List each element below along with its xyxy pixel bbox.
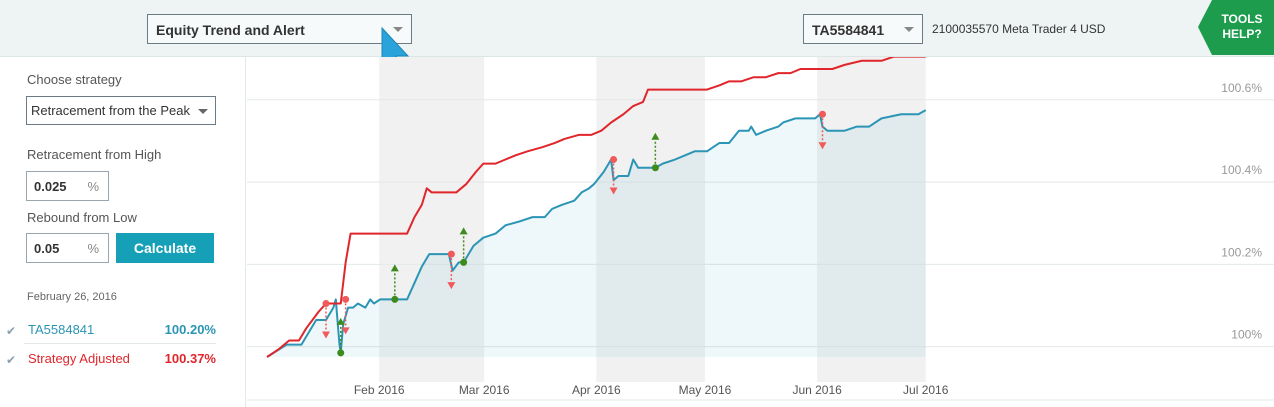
alert-dot — [610, 156, 618, 164]
strategy-select-value: Retracement from the Peak — [31, 103, 190, 118]
x-tick-label: Feb 2016 — [354, 383, 405, 397]
x-tick-label: Jul 2016 — [903, 383, 949, 397]
percent-label: % — [87, 179, 99, 194]
rebound-label: Rebound from Low — [27, 210, 137, 225]
down-arrow-icon — [818, 142, 827, 150]
alert-dot — [391, 295, 399, 303]
rebound-value: 0.05 — [34, 241, 60, 256]
y-tick-label: 100.2% — [1221, 245, 1262, 259]
alert-dot — [818, 110, 826, 118]
check-icon: ✔ — [6, 324, 17, 338]
view-select[interactable]: Equity Trend and Alert — [147, 14, 412, 44]
chevron-down-icon — [904, 27, 914, 32]
retracement-input[interactable]: 0.025 % — [26, 171, 109, 201]
series-line — [266, 109, 927, 358]
check-icon: ✔ — [6, 353, 17, 367]
y-tick-label: 100.6% — [1221, 81, 1262, 95]
month-band — [817, 57, 926, 382]
series-area — [267, 110, 926, 357]
choose-strategy-label: Choose strategy — [27, 72, 122, 87]
percent-label: % — [87, 241, 99, 256]
alert-dot — [342, 295, 350, 303]
retracement-label: Retracement from High — [27, 147, 162, 162]
alert-dot — [460, 258, 468, 266]
down-arrow-icon — [341, 327, 350, 335]
alert-markers — [321, 110, 827, 357]
y-tick-label: 100.4% — [1221, 163, 1262, 177]
x-tick-label: Jun 2016 — [792, 383, 842, 397]
alert-dot — [322, 300, 330, 308]
month-bands — [379, 57, 926, 382]
legend-value: 100.20% — [164, 322, 216, 337]
down-arrow-icon — [321, 331, 330, 339]
legend-date: February 26, 2016 — [27, 291, 117, 303]
series-lines — [266, 57, 927, 358]
equity-chart[interactable]: 100% 100.2% 100.4% 100.6% Feb 2016 Mar 2016 A… — [247, 57, 1274, 407]
strategy-select[interactable]: Retracement from the Peak — [26, 96, 216, 125]
chevron-down-icon — [393, 27, 403, 32]
x-tick-label: May 2016 — [679, 383, 732, 397]
up-arrow-icon — [336, 317, 345, 325]
help-label: HELP? — [1222, 27, 1262, 41]
alert-dot — [337, 349, 345, 357]
sidebar — [0, 57, 246, 407]
down-arrow-icon — [609, 187, 618, 195]
up-arrow-icon — [459, 227, 468, 235]
legend-row-strategy[interactable]: ✔ Strategy Adjusted 100.37% — [6, 351, 218, 379]
x-axis-labels: Feb 2016 Mar 2016 Apr 2016 May 2016 Jun 2016… — [354, 383, 949, 397]
alert-dot — [447, 250, 455, 258]
down-arrow-icon — [447, 282, 456, 290]
legend-name: Strategy Adjusted — [28, 351, 130, 366]
tools-label: TOOLS — [1221, 12, 1263, 26]
x-tick-label: Apr 2016 — [572, 383, 621, 397]
top-bar: Equity Trend and Alert TA5584841 2100035… — [0, 0, 1274, 70]
account-select-value: TA5584841 — [812, 22, 885, 38]
tools-help-button[interactable]: TOOLS HELP? — [1198, 0, 1274, 55]
grid-lines — [247, 99, 1274, 401]
chevron-down-icon — [198, 109, 208, 114]
legend-name: TA5584841 — [28, 322, 95, 337]
y-tick-label: 100% — [1231, 328, 1262, 342]
x-tick-label: Mar 2016 — [459, 383, 510, 397]
legend-row-account[interactable]: ✔ TA5584841 100.20% — [6, 322, 218, 350]
series-line — [266, 57, 926, 358]
legend-divider — [24, 343, 216, 344]
month-band — [596, 57, 705, 382]
rebound-input[interactable]: 0.05 % — [26, 233, 109, 263]
legend-value: 100.37% — [164, 351, 216, 366]
tools-badge-shape — [1198, 0, 1274, 55]
month-band — [379, 57, 485, 382]
account-description: 2100035570 Meta Trader 4 USD — [932, 22, 1106, 36]
calculate-button[interactable]: Calculate — [116, 233, 214, 263]
up-arrow-icon — [390, 264, 399, 272]
alert-dot — [651, 164, 659, 172]
y-axis-labels: 100% 100.2% 100.4% 100.6% — [1221, 81, 1262, 342]
account-select[interactable]: TA5584841 — [803, 14, 923, 44]
retracement-value: 0.025 — [34, 179, 67, 194]
view-select-value: Equity Trend and Alert — [156, 22, 305, 38]
up-arrow-icon — [651, 132, 660, 140]
